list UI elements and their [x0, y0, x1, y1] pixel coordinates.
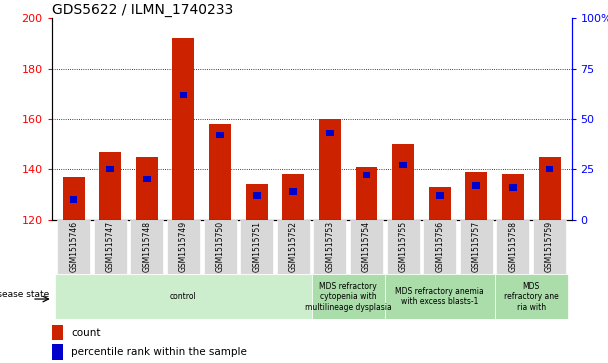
Bar: [319, 119, 341, 220]
Bar: [356, 167, 378, 220]
Text: GDS5622 / ILMN_1740233: GDS5622 / ILMN_1740233: [52, 3, 233, 17]
Text: GSM1515757: GSM1515757: [472, 221, 481, 272]
Bar: [209, 124, 231, 220]
Bar: [106, 166, 114, 172]
Text: count: count: [71, 327, 101, 338]
FancyBboxPatch shape: [55, 274, 311, 319]
Bar: [289, 188, 297, 195]
Text: GSM1515755: GSM1515755: [399, 221, 407, 272]
FancyBboxPatch shape: [314, 220, 347, 274]
FancyBboxPatch shape: [495, 274, 568, 319]
Bar: [392, 144, 414, 220]
FancyBboxPatch shape: [387, 220, 420, 274]
Text: percentile rank within the sample: percentile rank within the sample: [71, 347, 247, 357]
FancyBboxPatch shape: [533, 220, 566, 274]
FancyBboxPatch shape: [240, 220, 273, 274]
Text: disease state: disease state: [0, 290, 49, 299]
Text: GSM1515754: GSM1515754: [362, 221, 371, 272]
Text: GSM1515752: GSM1515752: [289, 221, 298, 272]
Text: GSM1515751: GSM1515751: [252, 221, 261, 272]
Bar: [253, 192, 261, 199]
Bar: [173, 38, 195, 220]
Bar: [502, 174, 524, 220]
Bar: [52, 344, 63, 359]
Bar: [216, 132, 224, 138]
Bar: [436, 192, 444, 199]
Bar: [282, 174, 304, 220]
FancyBboxPatch shape: [94, 220, 126, 274]
Text: MDS refractory anemia
with excess blasts-1: MDS refractory anemia with excess blasts…: [395, 287, 484, 306]
FancyBboxPatch shape: [277, 220, 309, 274]
Bar: [399, 162, 407, 168]
Bar: [546, 166, 553, 172]
FancyBboxPatch shape: [57, 220, 90, 274]
Bar: [429, 187, 451, 220]
Bar: [326, 130, 334, 136]
Text: GSM1515756: GSM1515756: [435, 221, 444, 272]
Bar: [143, 176, 151, 183]
Text: MDS refractory
cytopenia with
multilineage dysplasia: MDS refractory cytopenia with multilinea…: [305, 282, 392, 312]
Text: GSM1515758: GSM1515758: [508, 221, 517, 272]
Text: GSM1515749: GSM1515749: [179, 221, 188, 272]
Bar: [362, 172, 370, 179]
Bar: [99, 152, 121, 220]
FancyBboxPatch shape: [385, 274, 495, 319]
Text: control: control: [170, 292, 197, 301]
Bar: [465, 172, 488, 220]
FancyBboxPatch shape: [350, 220, 383, 274]
FancyBboxPatch shape: [130, 220, 164, 274]
FancyBboxPatch shape: [423, 220, 456, 274]
Text: GSM1515748: GSM1515748: [142, 221, 151, 272]
Bar: [472, 182, 480, 188]
Text: GSM1515750: GSM1515750: [216, 221, 224, 272]
Bar: [179, 91, 187, 98]
Text: GSM1515746: GSM1515746: [69, 221, 78, 272]
Text: GSM1515747: GSM1515747: [106, 221, 115, 272]
Bar: [70, 196, 77, 203]
FancyBboxPatch shape: [204, 220, 237, 274]
Bar: [246, 184, 268, 220]
FancyBboxPatch shape: [167, 220, 200, 274]
Text: MDS
refractory ane
ria with: MDS refractory ane ria with: [504, 282, 559, 312]
Bar: [136, 157, 158, 220]
Text: GSM1515759: GSM1515759: [545, 221, 554, 272]
Bar: [63, 177, 85, 220]
FancyBboxPatch shape: [497, 220, 530, 274]
FancyBboxPatch shape: [311, 274, 385, 319]
Bar: [539, 157, 561, 220]
Bar: [52, 325, 63, 340]
Bar: [509, 184, 517, 191]
Text: GSM1515753: GSM1515753: [325, 221, 334, 272]
FancyBboxPatch shape: [460, 220, 493, 274]
